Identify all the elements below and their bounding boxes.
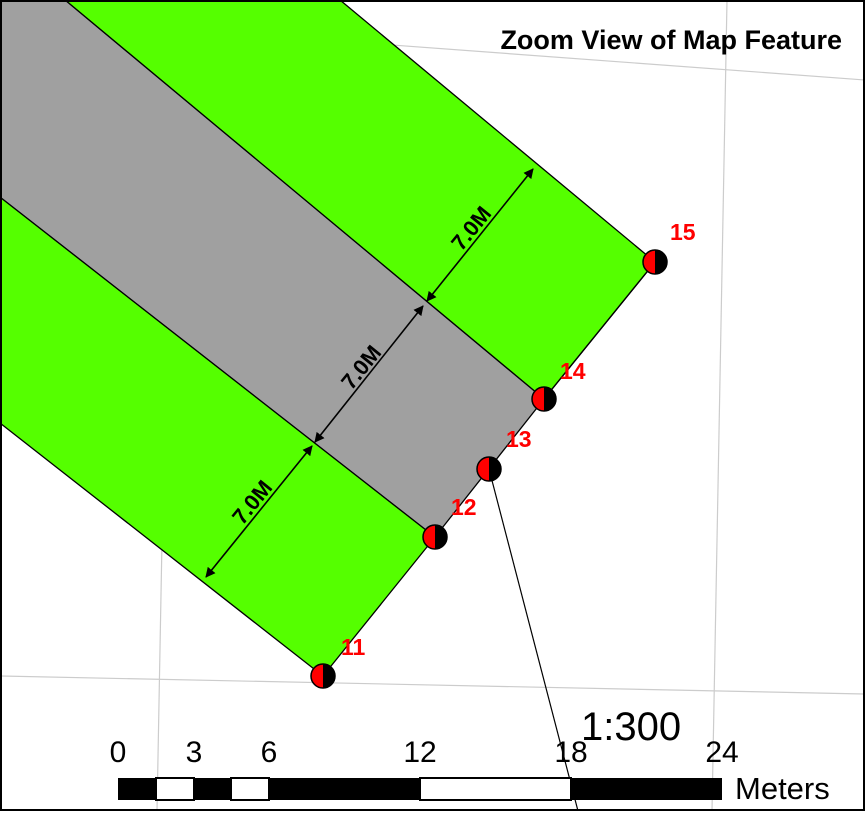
scale-bar: 0 3 6 12 18 24 Meters (110, 736, 830, 806)
point-marker-black (489, 457, 501, 481)
map-title: Zoom View of Map Feature (500, 25, 842, 55)
scale-tick-label: 6 (261, 736, 278, 769)
point-label-13: 13 (506, 426, 532, 452)
point-marker-black (323, 664, 335, 688)
grid-line (1, 675, 864, 695)
scale-segment (571, 778, 722, 800)
grid-line (711, 1, 728, 810)
point-marker-black (655, 250, 667, 274)
point-marker-outline (476, 456, 502, 482)
leader-line (488, 468, 579, 810)
survey-point-12[interactable] (422, 524, 448, 550)
point-marker-outline (531, 386, 557, 412)
scale-tick-label: 12 (403, 736, 436, 769)
scale-segment (230, 777, 270, 801)
scale-units: Meters (735, 771, 830, 806)
scale-segment (118, 778, 156, 800)
point-marker-outline (422, 524, 448, 550)
scale-segment (194, 778, 231, 800)
point-marker-black (435, 525, 447, 549)
scale-tick-label: 24 (705, 736, 738, 769)
point-label-12: 12 (451, 494, 477, 520)
point-marker-outline (642, 249, 668, 275)
dimension-arrows (205, 168, 534, 578)
dimension-arrow-upper (426, 168, 534, 302)
dimension-arrow-lower (205, 445, 313, 578)
point-marker-outline (310, 663, 336, 689)
scale-tick-label: 0 (110, 736, 127, 769)
scale-segment (419, 777, 572, 801)
point-marker-black (544, 387, 556, 411)
scale-tick-label: 18 (554, 736, 587, 769)
scale-segment (269, 778, 420, 800)
point-label-14: 14 (560, 358, 586, 384)
survey-point-15[interactable] (642, 249, 668, 275)
survey-point-11[interactable] (310, 663, 336, 689)
survey-point-13[interactable] (476, 456, 502, 482)
point-label-11: 11 (341, 634, 366, 660)
scale-segment (155, 777, 195, 801)
strip-edge (543, 261, 656, 400)
scale-tick-label: 3 (186, 736, 203, 769)
point-label-15: 15 (670, 219, 696, 245)
dimension-arrow-middle (314, 305, 424, 443)
survey-point-14[interactable] (531, 386, 557, 412)
scale-ratio: 1:300 (581, 705, 681, 749)
